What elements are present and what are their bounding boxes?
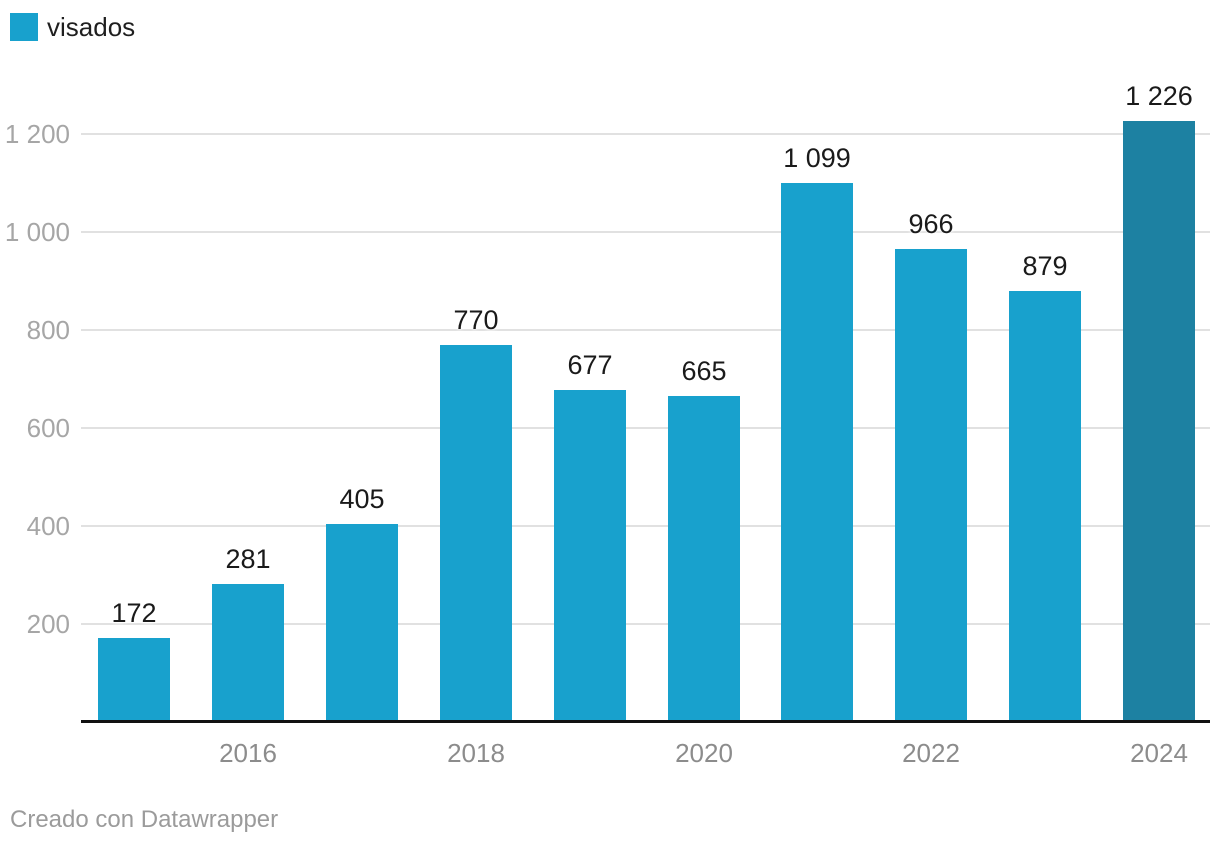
x-tick-label-2020: 2020 <box>675 738 733 768</box>
value-label-2016: 281 <box>225 544 271 574</box>
legend-swatch <box>10 13 38 41</box>
gridline-600 <box>81 427 1210 429</box>
gridline-1000 <box>81 231 1210 233</box>
bar-2021 <box>781 183 853 722</box>
gridline-200 <box>81 623 1210 625</box>
value-label-2019: 677 <box>567 350 613 380</box>
value-label-2017: 405 <box>339 484 385 514</box>
gridline-1200 <box>81 133 1210 135</box>
y-tick-label: 600 <box>26 413 70 443</box>
bar-2018 <box>440 345 512 722</box>
bar-2019 <box>554 390 626 722</box>
legend-label: visados <box>47 12 136 42</box>
x-tick-label-2016: 2016 <box>219 738 277 768</box>
bar-2020 <box>668 396 740 722</box>
value-label-2023: 879 <box>1022 251 1068 281</box>
value-label-2024: 1 226 <box>1125 81 1193 111</box>
bar-2016 <box>212 584 284 722</box>
y-tick-label: 1 200 <box>4 119 70 149</box>
value-label-2020: 665 <box>681 356 727 386</box>
bar-2017 <box>326 524 398 722</box>
footer-credit: Creado con Datawrapper <box>10 806 279 833</box>
y-tick-label: 400 <box>26 511 70 541</box>
x-tick-label-2018: 2018 <box>447 738 505 768</box>
value-label-2015: 172 <box>111 598 157 628</box>
legend: visados <box>10 13 135 41</box>
y-tick-label: 200 <box>26 609 70 639</box>
gridline-400 <box>81 525 1210 527</box>
bar-2015 <box>98 638 170 722</box>
bar-2024 <box>1123 121 1195 722</box>
value-label-2022: 966 <box>908 209 954 239</box>
gridline-800 <box>81 329 1210 331</box>
bar-2023 <box>1009 291 1081 722</box>
x-axis-line <box>81 720 1210 723</box>
value-label-2021: 1 099 <box>783 143 851 173</box>
bar-2022 <box>895 249 967 722</box>
x-tick-label-2024: 2024 <box>1130 738 1188 768</box>
y-tick-label: 1 000 <box>4 217 70 247</box>
value-label-2018: 770 <box>453 305 499 335</box>
y-tick-label: 800 <box>26 315 70 345</box>
x-tick-label-2022: 2022 <box>902 738 960 768</box>
